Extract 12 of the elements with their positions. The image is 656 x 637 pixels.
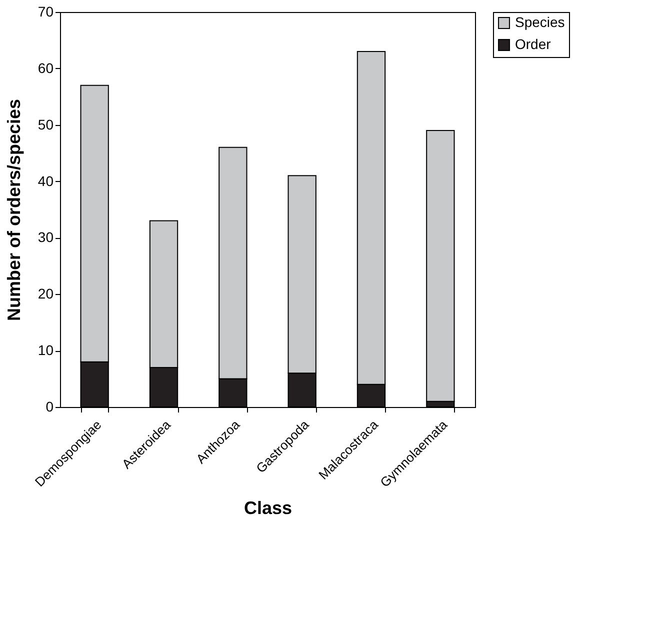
legend-label: Species <box>515 14 565 30</box>
y-tick-label: 0 <box>46 398 54 414</box>
y-axis-title: Number of orders/species <box>4 98 24 322</box>
y-tick-label: 40 <box>38 172 54 189</box>
y-tick-label: 10 <box>38 342 54 358</box>
x-axis-title: Class <box>244 498 292 518</box>
legend-label: Order <box>515 36 552 52</box>
y-tick-label: 20 <box>38 286 54 302</box>
y-tick-label: 70 <box>38 4 54 20</box>
y-tick-label: 30 <box>38 229 54 246</box>
y-tick-label: 50 <box>38 116 54 132</box>
y-tick-label: 60 <box>38 60 54 76</box>
